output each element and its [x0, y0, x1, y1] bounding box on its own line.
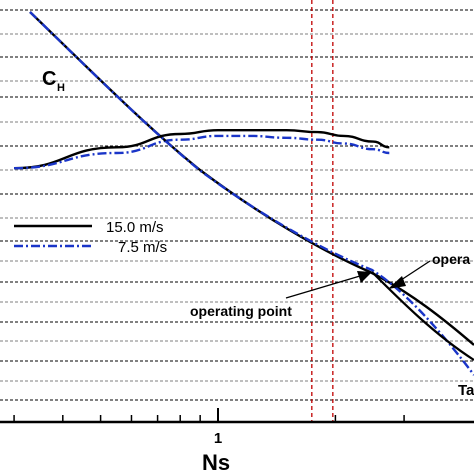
legend-label-15: 15.0 m/s — [106, 219, 164, 236]
annotation-arrow-line — [285, 275, 361, 299]
legend-label-75: 7.5 m/s — [118, 239, 167, 256]
ch-label: C — [42, 68, 56, 90]
plot-curves — [14, 11, 474, 376]
annotation-arrow-line-right — [397, 260, 431, 283]
legend: 15.0 m/s 7.5 m/s — [14, 219, 167, 256]
series-line — [14, 134, 390, 170]
series-line — [14, 129, 390, 170]
annotation-ta: Ta — [458, 382, 474, 399]
reference-lines — [311, 0, 334, 422]
annotation-arrowhead — [357, 271, 372, 283]
annotation-arrowhead-right — [388, 276, 406, 289]
x-axis-label: Ns — [202, 450, 230, 474]
annotation-opera: opera — [432, 251, 470, 267]
labels: 1 Ns C H 15.0 m/s 7.5 m/s operating point opera… — [14, 68, 474, 474]
x-tick-label: 1 — [214, 430, 222, 447]
descending-curve-75 — [29, 11, 474, 376]
annotation-operating-point: operating point — [190, 303, 292, 319]
branch-curve — [371, 271, 474, 361]
axes — [0, 408, 474, 424]
ch-subscript: H — [57, 82, 65, 94]
grid — [0, 9, 474, 401]
